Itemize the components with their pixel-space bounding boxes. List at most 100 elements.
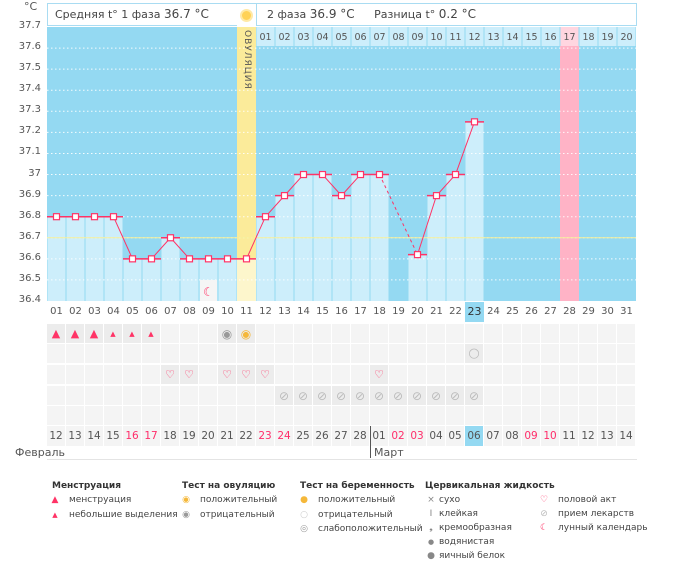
ovtest-negative-icon: ◉	[221, 326, 233, 341]
record-cell	[47, 406, 65, 425]
record-cell	[617, 386, 635, 405]
record-cell	[579, 365, 597, 384]
record-cell	[161, 386, 179, 405]
post-ovulation-day-label: 16	[544, 32, 556, 43]
record-cell	[275, 344, 293, 363]
record-cell	[484, 324, 502, 343]
record-cell	[256, 344, 274, 363]
y-tick-label: 36.5	[18, 272, 41, 284]
temperature-line	[113, 216, 133, 260]
record-cell: ⊘	[427, 386, 445, 405]
sticky-icon: I	[429, 509, 433, 519]
cycle-day-label: 21	[430, 306, 443, 317]
post-ovulation-day-cell	[446, 27, 465, 46]
pregtest-positive-icon: ●	[300, 495, 308, 505]
record-cell	[617, 324, 635, 343]
legend-ovtest-negative: ◉ отрицательный	[178, 510, 275, 520]
menstruation-icon: ▲	[51, 495, 59, 505]
record-cell	[237, 344, 255, 363]
record-cell	[503, 344, 521, 363]
creamy-icon: ❟	[429, 523, 433, 533]
record-cell	[275, 324, 293, 343]
y-tick-label: 37.5	[18, 62, 41, 74]
temperature-bar	[465, 121, 484, 301]
record-cell: ⊘	[408, 386, 426, 405]
phase1-label: Средняя t° 1 фаза	[55, 8, 161, 21]
pill-icon: ⊘	[278, 388, 290, 403]
record-cell	[408, 344, 426, 363]
y-tick-label: 36.8	[18, 209, 41, 221]
calendar-date: 17	[142, 426, 160, 446]
record-cell	[389, 344, 407, 363]
calendar-date: 26	[313, 426, 331, 446]
calendar-date: 03	[408, 426, 426, 446]
pill-icon: ⊘	[468, 388, 480, 403]
record-cell	[180, 344, 198, 363]
record-cell: ♡	[180, 365, 198, 384]
record-cell	[522, 324, 540, 343]
calendar-date: 23	[256, 426, 274, 446]
record-cell	[332, 365, 350, 384]
post-ovulation-day-label: 01	[259, 32, 271, 43]
legend-pregtest-weak: ◎ слабоположительный	[296, 524, 423, 534]
record-cell	[484, 365, 502, 384]
post-ovulation-day-cell	[598, 27, 617, 46]
record-cell	[560, 324, 578, 343]
pregtest-weak-icon: ◎	[300, 524, 308, 534]
record-cell	[408, 324, 426, 343]
record-cell: ◉	[237, 324, 255, 343]
post-ovulation-day-label: 13	[487, 32, 499, 43]
heart-icon: ♡	[539, 495, 549, 505]
post-ovulation-day-cell	[275, 27, 294, 46]
cycle-day-label: 23	[465, 302, 484, 322]
record-cell	[332, 406, 350, 425]
cycle-day-label: 14	[297, 306, 310, 317]
record-cell	[446, 406, 464, 425]
record-cell	[446, 365, 464, 384]
ovulation-column	[237, 27, 256, 301]
record-cell: ♡	[218, 365, 236, 384]
calendar-date: 13	[598, 426, 616, 446]
calendar-date-today: 06	[465, 426, 483, 446]
post-ovulation-day-label: 09	[411, 32, 423, 43]
post-ovulation-day-cell	[560, 27, 579, 46]
legend-watery: ● водянистая	[427, 537, 495, 547]
record-cell	[598, 386, 616, 405]
record-cell	[370, 344, 388, 363]
record-cell	[522, 365, 540, 384]
cycle-day-label: 29	[582, 306, 595, 317]
record-cell	[294, 344, 312, 363]
record-cell	[66, 344, 84, 363]
record-cell	[332, 324, 350, 343]
phase2-label: 2 фаза	[267, 8, 307, 21]
legend-cervical-title: Цервикальная жидкость	[425, 481, 555, 491]
record-cell: ⊘	[351, 386, 369, 405]
calendar-date: 22	[237, 426, 255, 446]
ovtest-positive-icon: ◉	[182, 495, 190, 505]
calendar-date: 18	[161, 426, 179, 446]
cycle-day-label: 13	[278, 306, 291, 317]
record-cell: ⊘	[332, 386, 350, 405]
post-ovulation-day-label: 06	[354, 32, 366, 43]
post-ovulation-day-cell	[427, 27, 446, 46]
post-ovulation-day-cell	[522, 27, 541, 46]
record-cell	[427, 324, 445, 343]
record-cell	[104, 365, 122, 384]
record-cell	[85, 344, 103, 363]
legend-pregtest-negative: ○ отрицательный	[296, 510, 393, 520]
y-tick-label: 37.1	[18, 146, 41, 158]
pill-icon: ⊘	[411, 388, 423, 403]
menstruation-icon: ▲	[70, 327, 80, 340]
phase2-summary: 2 фаза 36.9 °C Разница t° 0.2 °C	[256, 3, 637, 26]
y-axis-unit: °C	[24, 0, 38, 13]
record-cell	[351, 324, 369, 343]
record-cell: ▲	[66, 324, 84, 343]
record-cell	[370, 324, 388, 343]
record-cell	[427, 344, 445, 363]
post-ovulation-day-label: 10	[430, 32, 442, 43]
watery-icon: ●	[427, 538, 435, 546]
y-tick-label: 37	[28, 167, 41, 179]
legend-spotting: ▲ небольшие выделения	[47, 510, 177, 520]
temperature-point	[299, 170, 308, 179]
record-cell	[180, 406, 198, 425]
